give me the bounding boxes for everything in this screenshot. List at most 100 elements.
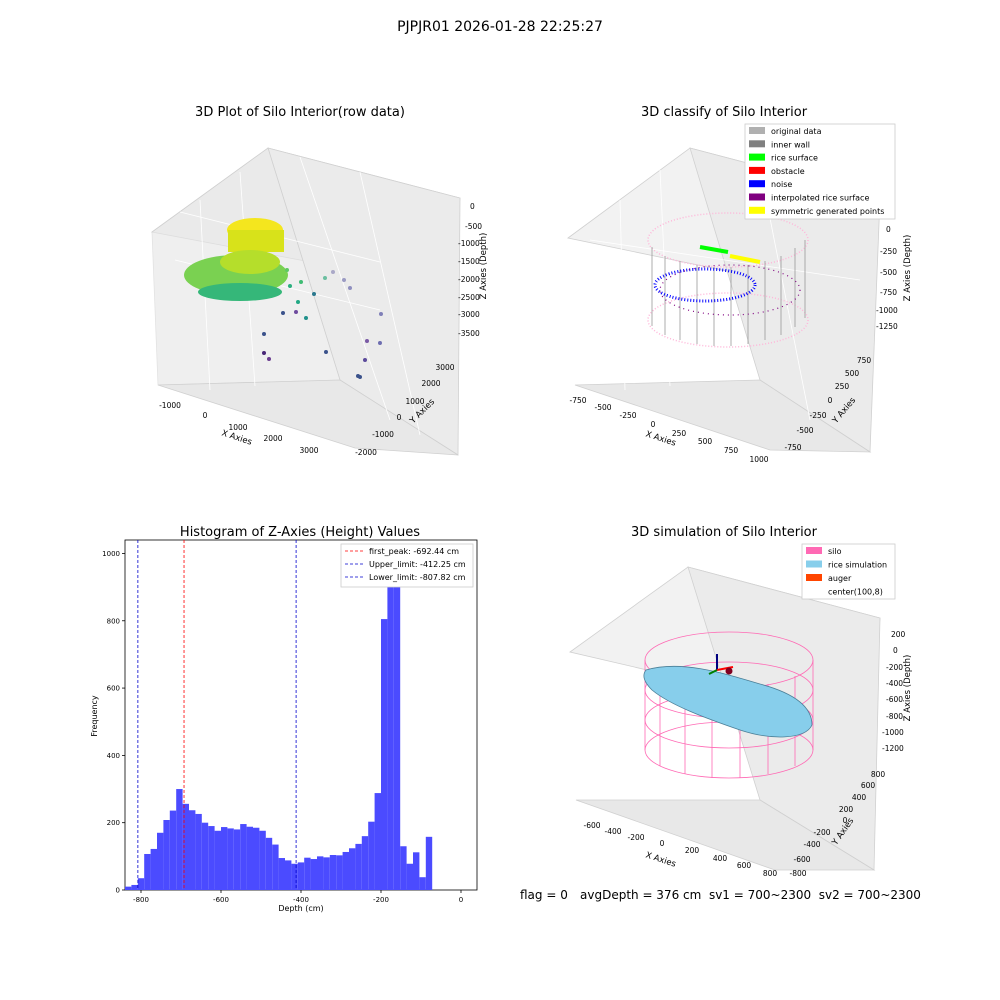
histogram-bar xyxy=(246,826,253,890)
panel4-title: 3D simulation of Silo Interior xyxy=(631,525,818,540)
legend-swatch xyxy=(806,587,822,595)
histogram-bar xyxy=(137,878,145,890)
panel1-cluster-mid xyxy=(220,250,280,274)
histogram-bar xyxy=(208,826,215,890)
histogram-bar xyxy=(189,810,196,890)
panel1-ytick: -2000 xyxy=(355,448,377,457)
histogram-y-tick-label: 600 xyxy=(107,685,120,693)
legend-label: auger xyxy=(828,574,852,583)
legend-swatch xyxy=(749,166,765,174)
panel4-xtick: -200 xyxy=(627,833,644,842)
panel2-xtick: 500 xyxy=(698,437,713,446)
panel1-ztick: -3000 xyxy=(458,310,480,319)
histogram-bar xyxy=(240,824,247,890)
histogram-reference-lines xyxy=(137,540,297,890)
flag-text: flag = 0 xyxy=(520,888,568,902)
panel-histogram: Histogram of Z-Axies (Height) Values -80… xyxy=(90,525,478,913)
legend-swatch xyxy=(749,140,765,148)
panel2-ztick: -1250 xyxy=(876,322,898,331)
histogram-y-tick-label: 1000 xyxy=(102,550,120,558)
histogram-bar xyxy=(310,859,317,890)
panel1-ytick: 0 xyxy=(397,413,402,422)
histogram-bar xyxy=(406,863,413,890)
panel2-silo-bottom xyxy=(647,292,809,348)
panel1-ticks: -1000 0 1000 2000 3000 -2000 -1000 0 100… xyxy=(159,202,482,457)
panel4-xlabel: X Axies xyxy=(644,850,677,869)
histogram-bar xyxy=(150,848,157,890)
panel4-ztick: 0 xyxy=(893,646,898,655)
histogram-bar xyxy=(131,884,138,890)
panel4-ztick: 200 xyxy=(891,630,906,639)
panel4-ytick: 0 xyxy=(843,816,848,825)
panel2-xtick: 750 xyxy=(724,446,739,455)
legend-label: inner wall xyxy=(771,140,810,149)
legend-label: original data xyxy=(771,127,822,136)
histogram-bar xyxy=(201,822,209,890)
panel4-ytick: -600 xyxy=(793,855,810,864)
legend-label: center(100,8) xyxy=(828,588,883,597)
histogram-bar xyxy=(221,827,228,890)
histogram-bar xyxy=(278,858,285,890)
histogram-y-tick-label: 400 xyxy=(107,752,120,760)
panel2-ytick: 0 xyxy=(828,396,833,405)
histogram-bar xyxy=(355,843,362,890)
panel4-ytick: 600 xyxy=(861,781,876,790)
panel4-xtick: -400 xyxy=(604,827,621,836)
panel1-title: 3D Plot of Silo Interior(row data) xyxy=(195,105,405,120)
panel1-xtick: -1000 xyxy=(159,401,181,410)
panel2-ztick: -250 xyxy=(880,247,897,256)
panel3-xlabel: Depth (cm) xyxy=(278,904,323,913)
panel4-ztick: -1200 xyxy=(882,744,904,753)
panel1-ztick: -3500 xyxy=(458,329,480,338)
histogram-bar xyxy=(393,560,401,890)
panel1-axes-box xyxy=(151,147,461,456)
panel2-inner-wall xyxy=(651,240,806,346)
histogram-bar xyxy=(125,886,132,890)
panel1-bottom xyxy=(157,379,459,456)
histogram-bar xyxy=(259,830,266,890)
histogram-bar xyxy=(368,821,375,890)
legend-swatch xyxy=(749,153,765,161)
panel4-xtick: 800 xyxy=(763,869,778,878)
panel1-ztick: -500 xyxy=(465,222,482,231)
panel2-xtick: 0 xyxy=(651,420,656,429)
histogram-bar xyxy=(285,860,292,890)
histogram-bar xyxy=(163,820,170,890)
histogram-bar xyxy=(323,857,330,890)
panel1-xtick: 0 xyxy=(203,411,208,420)
panel1-ztick: -2000 xyxy=(458,275,480,284)
panel2-xtick: 250 xyxy=(672,429,687,438)
panel1-xtick: 1000 xyxy=(228,423,247,432)
panel2-ztick: -500 xyxy=(880,268,897,277)
panel2-silo-top xyxy=(647,212,809,268)
histogram-bar xyxy=(336,855,343,890)
histogram-bar xyxy=(425,836,433,890)
legend-label: obstacle xyxy=(771,167,805,176)
histogram-bar xyxy=(349,848,356,890)
histogram-y-tick-label: 200 xyxy=(107,819,120,827)
panel2-symmetric xyxy=(729,254,761,264)
histogram-bar xyxy=(144,853,151,890)
histogram-bars xyxy=(125,553,433,890)
histogram-bar xyxy=(297,862,305,890)
panel1-xtick: 3000 xyxy=(299,446,318,455)
histogram-bar xyxy=(253,827,260,890)
panel4-ztick: -800 xyxy=(886,712,903,721)
legend-label: first_peak: -692.44 cm xyxy=(369,547,459,556)
figure-suptitle: PJPJR01 2026-01-28 22:25:27 xyxy=(397,19,603,35)
panel2-ytick: -250 xyxy=(809,411,826,420)
histogram-y-tick-label: 0 xyxy=(116,887,120,895)
panel2-xtick: -750 xyxy=(569,396,586,405)
legend-label: noise xyxy=(771,180,792,189)
histogram-bar xyxy=(176,789,183,890)
histogram-y-ticks: 0 200 400 600 800 1000 xyxy=(102,550,125,895)
panel4-ztick: -1000 xyxy=(882,728,904,737)
histogram-bar xyxy=(374,793,381,890)
histogram-bar xyxy=(233,829,241,890)
histogram-bar xyxy=(265,837,273,890)
legend-swatch xyxy=(806,547,822,554)
panel-raw-data: 3D Plot of Silo Interior(row data) xyxy=(151,105,489,457)
panel2-ytick: -750 xyxy=(784,443,801,452)
panel1-scatter-outliers xyxy=(262,268,383,379)
panel4-xtick: 0 xyxy=(660,839,665,848)
